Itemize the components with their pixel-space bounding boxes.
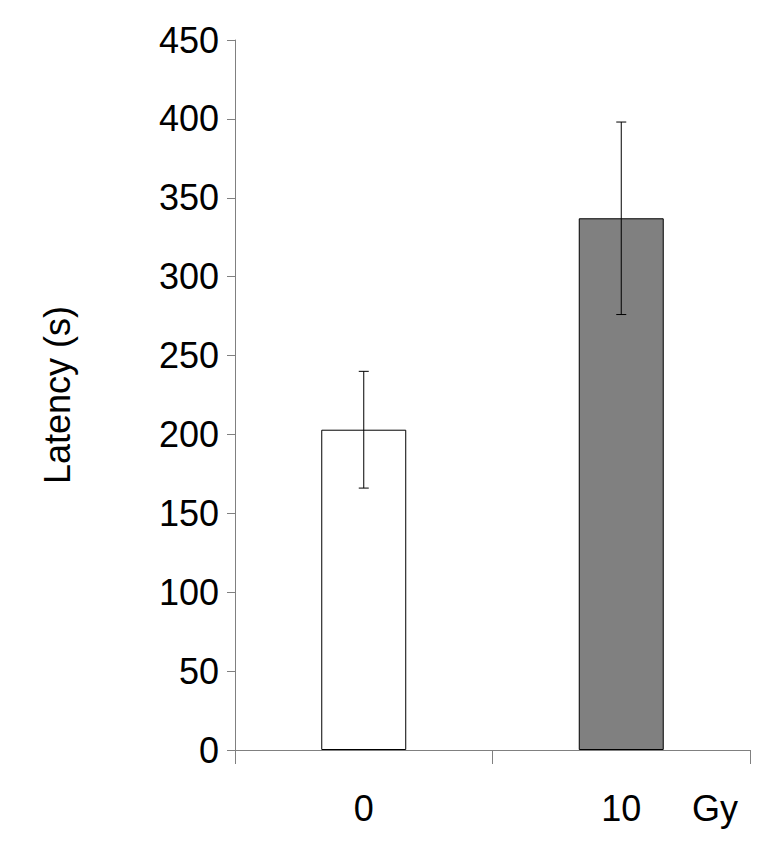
svg-text:400: 400 (159, 98, 219, 139)
svg-text:0: 0 (199, 730, 219, 771)
svg-text:100: 100 (159, 572, 219, 613)
svg-text:200: 200 (159, 414, 219, 455)
svg-text:0: 0 (354, 788, 374, 829)
svg-text:10: 10 (601, 788, 641, 829)
svg-text:350: 350 (159, 177, 219, 218)
svg-text:250: 250 (159, 335, 219, 376)
svg-text:Latency (s): Latency (s) (37, 306, 78, 484)
svg-text:50: 50 (179, 651, 219, 692)
svg-text:450: 450 (159, 20, 219, 61)
svg-text:Gy: Gy (692, 788, 738, 829)
svg-text:300: 300 (159, 256, 219, 297)
svg-text:150: 150 (159, 493, 219, 534)
